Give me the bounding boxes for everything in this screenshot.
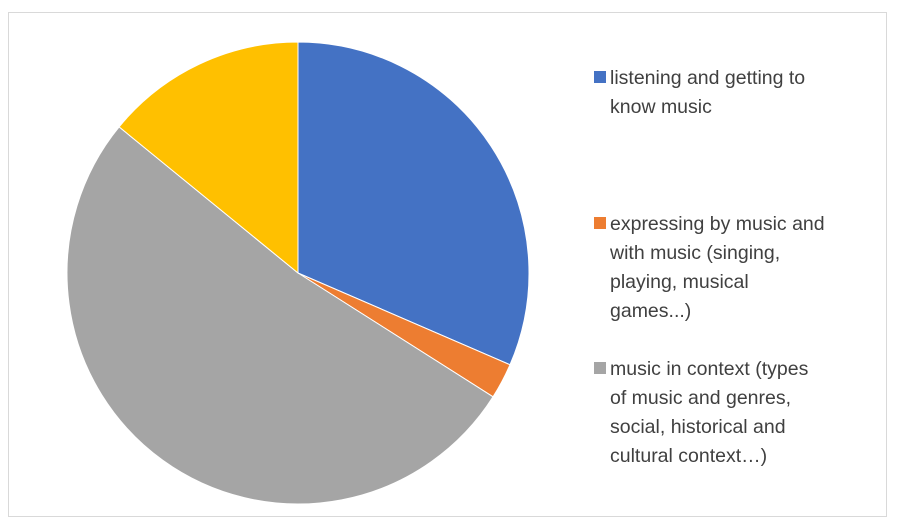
legend-swatch-music-in-context xyxy=(594,362,606,374)
legend-swatch-expressing xyxy=(594,217,606,229)
legend-swatch-listening xyxy=(594,71,606,83)
legend-item-expressing: expressing by music and with music (sing… xyxy=(594,210,894,326)
legend-item-listening: listening and getting to know music xyxy=(594,64,894,122)
legend-label-music-in-context: music in context (types of music and gen… xyxy=(610,358,809,467)
pie-slice-listening xyxy=(297,41,530,366)
pie-slice-music-in-context xyxy=(66,126,494,505)
pie-slice-unlabeled xyxy=(118,41,299,275)
legend-label-listening: listening and getting to know music xyxy=(610,67,806,118)
legend-label-expressing: expressing by music and with music (sing… xyxy=(610,213,825,322)
legend: listening and getting to know music expr… xyxy=(594,0,894,525)
legend-item-music-in-context: music in context (types of music and gen… xyxy=(594,355,894,471)
pie-slices xyxy=(66,41,530,505)
